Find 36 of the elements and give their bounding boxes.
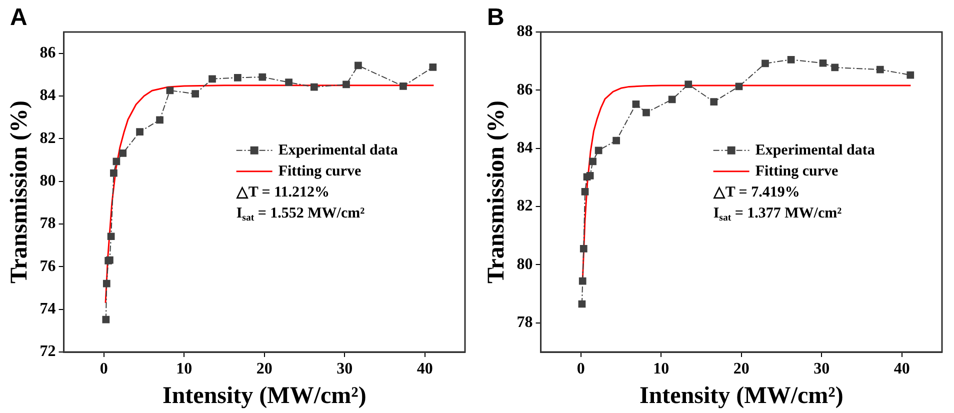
- y-tick-label: 72: [40, 343, 56, 360]
- y-tick-label: 86: [516, 81, 533, 98]
- x-tick-label: 10: [653, 360, 670, 378]
- annotation: △T = 11.212%: [235, 184, 330, 200]
- legend-label: Fitting curve: [755, 163, 839, 180]
- x-tick-label: 40: [416, 360, 433, 378]
- x-tick-label: 10: [176, 360, 192, 378]
- x-tick-label: 30: [336, 360, 353, 378]
- legend-label: Fitting curve: [278, 163, 362, 180]
- x-tick-label: 30: [814, 360, 830, 378]
- y-tick-label: 80: [40, 172, 56, 190]
- y-tick-label: 82: [516, 198, 533, 215]
- x-tick-label: 0: [100, 360, 108, 378]
- chart-title: B: [487, 4, 504, 32]
- y-tick-label: 78: [40, 215, 56, 232]
- legend-label: Experimental data: [278, 142, 398, 158]
- x-axis-title: Intensity (MW/cm²): [639, 382, 844, 409]
- y-tick-label: 86: [40, 44, 56, 62]
- x-axis-title: Intensity (MW/cm²): [162, 382, 366, 409]
- y-tick-label: 76: [40, 258, 56, 275]
- y-tick-label: 74: [40, 300, 56, 318]
- y-axis-title: Transmission (%): [484, 100, 510, 284]
- y-tick-label: 84: [40, 87, 56, 104]
- legend-label: Experimental data: [755, 142, 876, 158]
- y-axis-title: Transmission (%): [6, 100, 33, 284]
- y-tick-label: 84: [516, 140, 533, 157]
- x-tick-label: 20: [733, 360, 750, 378]
- annotation: △T = 7.419%: [712, 184, 800, 200]
- x-tick-label: 20: [256, 360, 272, 378]
- y-tick-label: 82: [40, 130, 56, 147]
- x-tick-label: 0: [576, 360, 585, 378]
- y-tick-label: 88: [516, 23, 533, 40]
- y-tick-label: 78: [516, 314, 533, 332]
- x-tick-label: 40: [894, 360, 910, 378]
- y-tick-label: 80: [516, 256, 533, 273]
- chart-title: A: [10, 4, 28, 32]
